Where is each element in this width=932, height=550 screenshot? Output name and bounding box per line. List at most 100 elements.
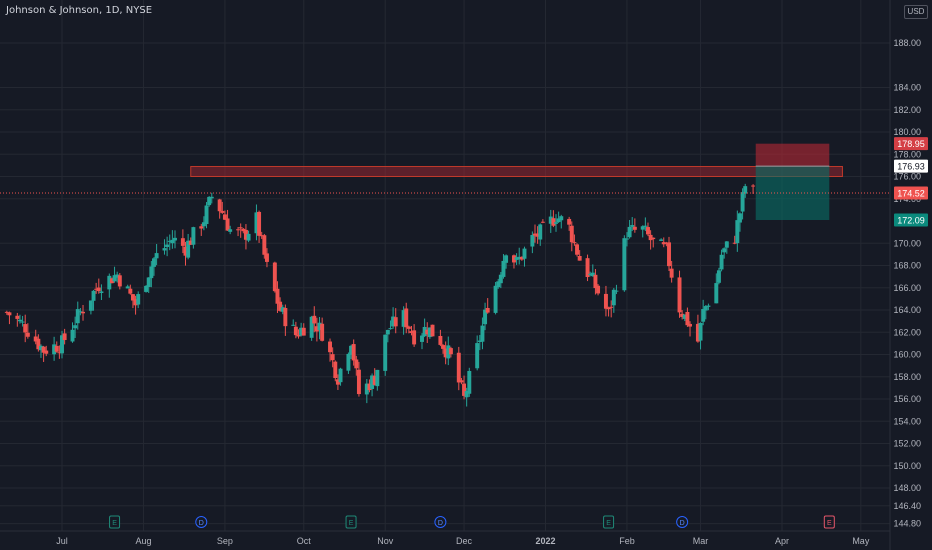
candle-body [133,299,138,306]
candle-body [393,317,398,327]
resistance-zone[interactable] [190,165,843,178]
candle-body [443,348,448,358]
currency-button[interactable]: USD [904,5,928,19]
candle-body [459,380,464,383]
candle [425,322,430,344]
candle-body [70,329,75,342]
candle [81,304,85,321]
event-marker-earnings[interactable]: E [109,515,121,529]
candle [624,232,629,247]
stop-loss-zone [755,143,830,167]
candle-body [677,277,682,313]
candle-body [648,234,653,241]
candle-body [703,306,708,311]
candle-body [651,237,656,240]
event-glyph: D [680,520,685,527]
candle [94,282,99,294]
price-tick-label: 148.00 [893,483,921,493]
candle [370,373,375,397]
event-marker-dividend[interactable]: D [676,516,689,528]
candle-body [173,237,177,241]
candle [480,317,485,350]
time-axis[interactable]: Jul Aug Sep Oct Nov Dec 2022 Feb Mar Apr May [56,536,870,546]
candle-body [530,235,535,247]
event-marker-dividend[interactable]: D [434,516,447,528]
candle-body [706,305,711,307]
candle [698,322,703,350]
candle-body [611,289,616,306]
candle-body [154,253,159,259]
price-tick-label: 158.00 [893,372,921,382]
candle-body [91,290,96,301]
candle-body [20,321,25,323]
event-glyph: E [112,520,117,527]
target-price-badge: 172.09 [897,215,925,225]
candle-body [388,328,393,330]
price-tick-label: 168.00 [893,261,921,271]
candle-body [751,185,756,187]
candle [7,311,12,325]
short-position-tool[interactable] [755,143,830,220]
candle-body [335,379,340,385]
candle-body [183,246,188,256]
candle [364,378,369,404]
candle [577,250,582,261]
time-tick-label: Apr [775,536,789,546]
candle-body [680,313,685,317]
event-marker-earnings[interactable]: E [345,515,357,529]
candle [330,347,335,368]
candle [335,374,340,390]
candle-body [732,242,737,244]
candle-body [264,253,269,262]
event-marker-earnings[interactable]: E [603,515,615,529]
candle-body [201,222,206,227]
candle-body [646,227,650,235]
candle [152,257,156,276]
candle-body [299,327,304,336]
last-price-badge: 174.52 [897,188,925,198]
candle-body [75,309,80,324]
candle [204,202,209,229]
candle-body [743,186,748,194]
candle-body [643,225,648,227]
candle [254,204,259,241]
event-marker-earnings-upcoming[interactable]: E [823,515,835,529]
candle [243,224,248,250]
candle [170,230,175,249]
event-glyph: D [438,520,443,527]
candle-body [622,238,627,291]
candle-body [367,383,372,391]
candle-body [207,196,212,206]
candle [314,317,319,342]
candle-body [209,196,214,199]
candle [62,328,67,345]
candle [533,224,537,243]
candle [375,369,380,391]
price-axis[interactable]: 188.00184.00182.00180.00178.00176.00174.… [893,38,921,529]
candle-body [17,319,22,322]
candle [246,230,251,243]
price-tick-label: 162.00 [893,327,921,337]
candle-body [588,273,593,275]
event-marker-dividend[interactable]: D [195,516,208,528]
candle [401,306,406,335]
candle-body [590,272,595,277]
time-tick-label: Jul [56,536,68,546]
candle [603,285,608,317]
candle [88,300,93,315]
candle [296,329,301,339]
candle [236,226,241,237]
candle-body [385,329,390,335]
candle-body [714,283,719,304]
candle [740,188,745,220]
candle [41,345,46,362]
candle-body [354,359,359,369]
candle-body [375,369,380,387]
candle [173,230,177,249]
candle [73,316,78,338]
candle-body [627,226,632,238]
candle [351,339,356,366]
